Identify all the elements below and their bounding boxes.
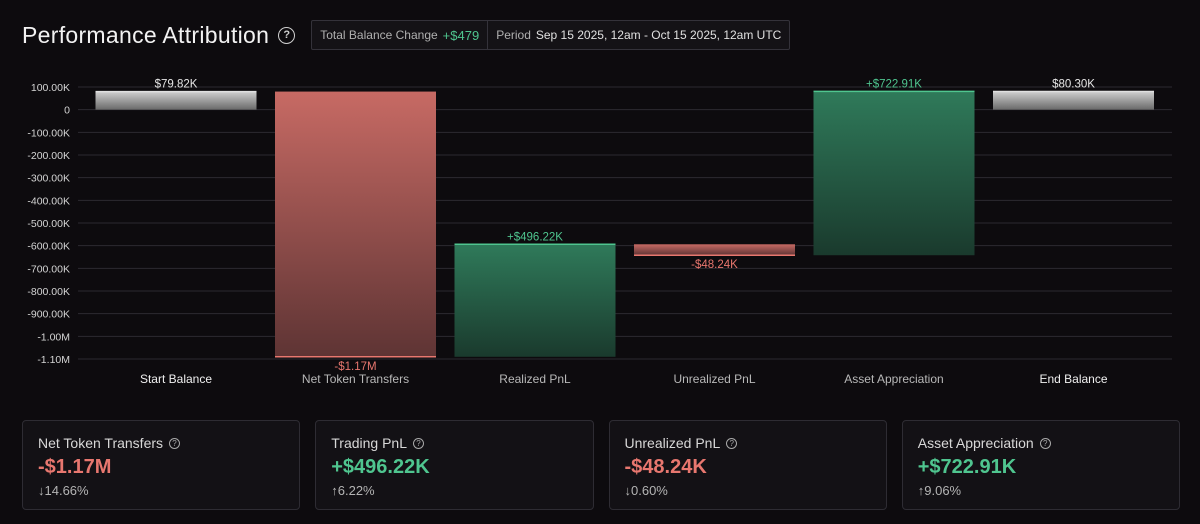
waterfall-bar[interactable] xyxy=(813,91,975,256)
x-category-label: Unrealized PnL xyxy=(673,372,755,386)
y-tick-label: -200.00K xyxy=(27,150,70,162)
balance-change-value: +$479 xyxy=(442,27,480,43)
x-category-label: Realized PnL xyxy=(499,372,571,386)
y-tick-label: -100.00K xyxy=(27,127,70,139)
data-label: $79.82K xyxy=(155,79,198,91)
y-tick-label: -600.00K xyxy=(27,241,70,253)
metric-card-value: +$496.22K xyxy=(331,456,430,478)
waterfall-bar[interactable] xyxy=(454,244,616,357)
metric-card-label-text: Net Token Transfers xyxy=(38,435,164,451)
help-icon[interactable]: ? xyxy=(278,26,296,44)
help-icon[interactable]: ? xyxy=(413,437,424,449)
waterfall-bar[interactable] xyxy=(95,91,257,110)
y-tick-label: -400.00K xyxy=(27,195,70,207)
help-icon[interactable]: ? xyxy=(726,437,738,449)
x-category-label: Asset Appreciation xyxy=(844,372,943,386)
period-value: Sep 15 2025, 12am - Oct 15 2025, 12am UT… xyxy=(535,28,782,42)
metric-card-label-text: Unrealized PnL xyxy=(624,435,721,451)
waterfall-chart: 100.00K 0 -100.00K -200.00K -300.00K -400.00K… xyxy=(27,78,1172,386)
x-category-label: Net Token Transfers xyxy=(302,372,409,386)
help-icon[interactable]: ? xyxy=(169,437,181,449)
data-label: $80.30K xyxy=(1052,78,1095,90)
data-label: -$1.17M xyxy=(334,361,376,373)
help-icon[interactable]: ? xyxy=(1039,437,1051,449)
metric-card-value: -$1.17M xyxy=(38,456,112,478)
period-label: Period xyxy=(496,28,531,42)
metric-card-value: +$722.91K xyxy=(917,456,1017,478)
metric-card-change: ↑9.06% xyxy=(917,483,962,498)
data-label: -$48.24K xyxy=(691,259,738,271)
metric-card: Net Token Transfers ? -$1.17M ↓14.66% xyxy=(22,420,301,510)
balance-change-segment: Total Balance Change +$479 xyxy=(312,21,487,49)
x-category-label: Start Balance xyxy=(140,372,212,386)
y-tick-label: -300.00K xyxy=(27,173,70,185)
x-category-label: End Balance xyxy=(1039,372,1107,386)
page-title: Performance Attribution xyxy=(22,21,270,48)
y-tick-label: -900.00K xyxy=(27,309,70,321)
y-tick-label: -500.00K xyxy=(27,218,70,230)
y-tick-label: 0 xyxy=(64,105,70,117)
waterfall-bar[interactable] xyxy=(275,91,436,357)
y-tick-label: -700.00K xyxy=(27,263,70,275)
header: Performance Attribution ? Total Balance … xyxy=(22,18,791,52)
y-tick-label: -1.10M xyxy=(37,354,70,366)
metric-card-label: Trading PnL ? xyxy=(331,435,592,451)
metric-card: Unrealized PnL ? -$48.24K ↓0.60% xyxy=(608,420,887,510)
y-tick-label: -800.00K xyxy=(27,286,70,298)
period-segment[interactable]: Period Sep 15 2025, 12am - Oct 15 2025, … xyxy=(487,21,789,49)
waterfall-bar[interactable] xyxy=(993,91,1154,110)
metric-card: Trading PnL ? +$496.22K ↑6.22% xyxy=(315,420,594,510)
metric-card-label-text: Trading PnL xyxy=(331,435,407,451)
data-label: +$496.22K xyxy=(507,231,563,243)
metric-card-change: ↓14.66% xyxy=(38,483,89,498)
metric-card-change: ↑6.22% xyxy=(331,483,375,498)
metric-card-value: -$48.24K xyxy=(624,456,707,478)
metric-card-label-text: Asset Appreciation xyxy=(917,435,1034,451)
summary-pill: Total Balance Change +$479 Period Sep 15… xyxy=(311,20,791,50)
metric-card-label: Net Token Transfers ? xyxy=(38,435,299,451)
y-tick-label: -1.00M xyxy=(37,331,70,343)
metric-cards: Net Token Transfers ? -$1.17M ↓14.66% Tr… xyxy=(22,420,1180,510)
metric-card-label: Unrealized PnL ? xyxy=(625,435,886,451)
metric-card-label: Asset Appreciation ? xyxy=(918,435,1179,451)
data-label: +$722.91K xyxy=(866,78,922,90)
metric-card: Asset Appreciation ? +$722.91K ↑9.06% xyxy=(901,420,1180,510)
waterfall-bar[interactable] xyxy=(634,244,795,256)
balance-change-label: Total Balance Change xyxy=(320,28,438,42)
y-tick-label: 100.00K xyxy=(31,82,70,94)
metric-card-change: ↓0.60% xyxy=(624,483,668,498)
